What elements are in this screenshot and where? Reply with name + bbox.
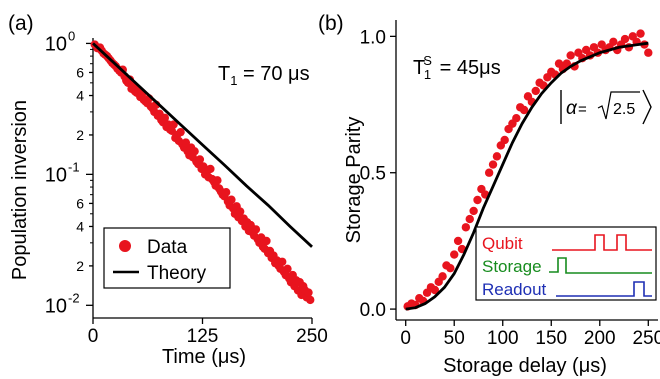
panel-b-data-point — [620, 34, 630, 44]
panel-a-data-point — [176, 127, 185, 137]
panel-b-ylabel: Storage Parity — [343, 117, 365, 244]
legend-data-label: Data — [147, 237, 188, 258]
panel-b-y-tick-label: 0.5 — [360, 164, 386, 185]
panel-b-annotation: TS 1 = 45μs — [413, 53, 501, 82]
panel-b-data-point — [512, 113, 521, 123]
panel-a-data-point — [213, 176, 222, 185]
pulse-qubit-trace — [552, 234, 652, 251]
panel-b-data-point — [473, 195, 482, 205]
pulse-qubit-label: Qubit — [482, 234, 523, 253]
panel-a-legend: Data Theory — [103, 227, 231, 289]
panel-b-x-tick-label: 100 — [487, 328, 519, 349]
panel-a-y-tick-label: 4 — [76, 218, 84, 234]
panel-b-x-tick-label: 0 — [400, 328, 411, 349]
panel-b-xlabel: Storage delay (μs) — [443, 355, 607, 377]
pulse-storage-trace — [549, 257, 652, 274]
panel-b-plot: 0 50 100 150 200 250 0.0 0.5 1.0 — [360, 20, 660, 349]
panel-b-data-point — [566, 51, 575, 60]
panel-b-data-point — [636, 29, 645, 38]
panel-b-data-point — [609, 37, 618, 47]
ket-angle — [642, 89, 652, 125]
sqrt-icon — [597, 91, 640, 120]
panel-b-data-point — [519, 105, 529, 115]
panel-b-data-point — [531, 86, 540, 96]
legend-data-marker — [119, 240, 131, 252]
panel-b-data-point — [562, 59, 571, 68]
panel-a-data-point — [262, 236, 271, 246]
panel-a-data-point — [283, 264, 292, 274]
panel-a-y-tick-exponent: -2 — [68, 290, 80, 305]
panel-a-y-tick-label: 10 — [45, 295, 67, 317]
panel-a-y-tick-exponent: -1 — [68, 159, 80, 174]
state-alpha: α — [566, 98, 578, 119]
panel-a-ylabel: Population inversion — [9, 100, 31, 280]
panel-b-x-tick-label: 250 — [632, 328, 660, 349]
panel-b-data-point — [446, 263, 455, 273]
legend-box — [103, 227, 231, 289]
panel-a-data-point — [181, 138, 191, 147]
panel-b-data-point — [450, 250, 459, 259]
state-eq: = — [578, 101, 587, 118]
panel-a-annotation: T1 = 70 μs — [218, 63, 310, 88]
panel-a-x-tick-label: 0 — [88, 326, 99, 347]
panel-a-x-tick-label: 125 — [187, 326, 219, 347]
panel-b-data-point — [438, 272, 447, 281]
pulse-readout-trace — [556, 281, 652, 297]
legend-theory-label: Theory — [147, 263, 207, 284]
panel-a-theory-line — [92, 42, 313, 248]
panel-a-y-tick-exponent: 0 — [68, 28, 75, 43]
panel-b-theory-line — [405, 41, 649, 311]
panel-b-x-tick-label: 150 — [535, 328, 567, 349]
panel-a-data-point — [306, 295, 315, 305]
panel-a-data-point — [227, 195, 236, 204]
panel-b-y-tick-label: 0.0 — [360, 300, 386, 321]
panel-b-data-point — [430, 285, 440, 295]
panel-a-data-point — [206, 164, 215, 174]
panel-a-y-tick-label: 6 — [76, 195, 84, 211]
state-label: α = 2.5 — [560, 89, 652, 125]
panel-b-x-tick-label: 50 — [444, 328, 465, 349]
panel-b-y-tick-label: 1.0 — [360, 27, 386, 48]
panel-a-label: (a) — [8, 12, 34, 35]
panel-b-data-point — [488, 160, 498, 169]
panel-a-data-point — [251, 225, 261, 234]
panel-b-data-point — [469, 206, 478, 216]
panel-a-y-tick-label: 6 — [76, 64, 84, 80]
panel-a-y-tick-label: 10 — [45, 33, 67, 55]
panel-a-data-point — [221, 188, 231, 197]
panel-b-label: (b) — [318, 12, 344, 35]
panel-a-data-point — [190, 147, 199, 156]
panel-a-xlabel: Time (μs) — [162, 346, 246, 368]
panel-b-data-point — [644, 48, 653, 57]
panel-a-y-tick-label: 2 — [76, 127, 84, 143]
panel-a-data-point — [235, 207, 245, 216]
panel-a-y-tick-label: 4 — [76, 88, 84, 104]
panel-b-data-point — [492, 152, 502, 161]
panel-b-data-point — [465, 214, 474, 224]
panel-b-x-tick-label: 200 — [584, 328, 616, 349]
pulse-legend: Qubit Storage Readout — [475, 226, 657, 301]
panel-a-data-point — [304, 288, 313, 297]
panel-a-data-point — [278, 257, 287, 266]
panel-a-y-tick-label: 2 — [76, 258, 84, 274]
panel-a-data-point — [195, 155, 205, 164]
panel-b-data-point — [500, 135, 509, 145]
state-value: 2.5 — [613, 101, 635, 118]
panel-b-data-point — [453, 236, 463, 246]
panel-b-data-point — [484, 168, 494, 177]
panel-b: (b) Storage Parity Storage delay (μs) TS… — [318, 12, 660, 377]
panel-a-data-point — [169, 120, 178, 129]
panel-a-y-tick-label: 10 — [45, 164, 67, 186]
panel-a: (a) Population inversion Time (μs) T1 = … — [8, 12, 328, 368]
pulse-readout-label: Readout — [482, 280, 547, 299]
panel-a-data-point — [160, 113, 170, 123]
pulse-storage-label: Storage — [482, 257, 542, 276]
panel-a-x-tick-label: 250 — [296, 326, 328, 347]
panel-b-data-point — [461, 223, 471, 232]
